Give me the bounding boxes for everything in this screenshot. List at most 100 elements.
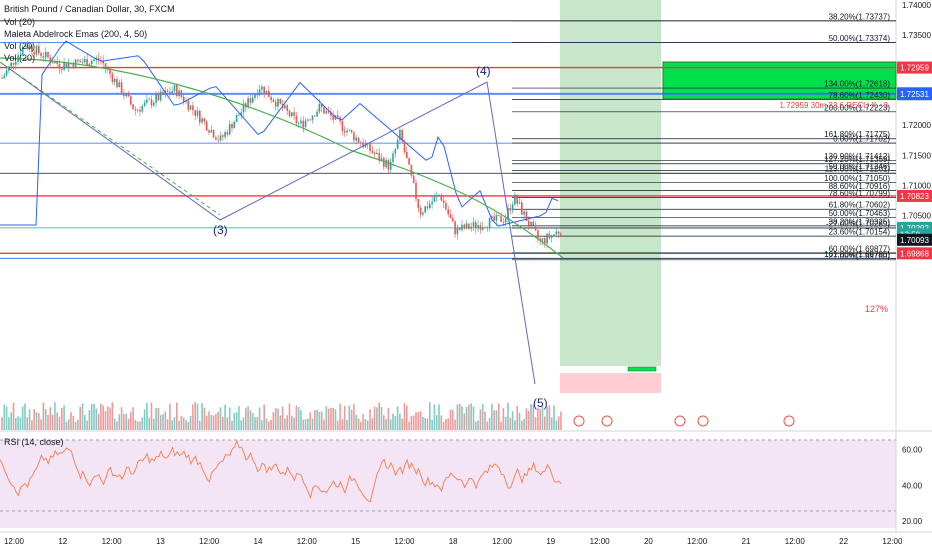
candle-body xyxy=(435,195,438,198)
volume-bar xyxy=(102,405,104,430)
candle-body xyxy=(491,216,493,218)
volume-bar xyxy=(164,411,167,430)
candle-body xyxy=(525,211,528,222)
rsi-line xyxy=(0,439,562,503)
candle-body xyxy=(553,234,555,236)
candle-body xyxy=(532,221,535,226)
candle-body xyxy=(304,120,307,128)
candle-body xyxy=(272,99,275,102)
symbol-title: British Pound / Canadian Dollar, 30, FXC… xyxy=(4,4,175,14)
candle-body xyxy=(194,110,196,116)
volume-bar xyxy=(199,420,201,430)
volume-bar xyxy=(401,418,403,430)
elliott-wave-path xyxy=(0,61,536,385)
volume-bar xyxy=(279,415,282,430)
candle-body xyxy=(371,150,374,153)
candle-body xyxy=(493,216,495,221)
volume-bar xyxy=(201,403,203,430)
candle-body xyxy=(81,62,84,63)
volume-bar xyxy=(537,407,539,430)
volume-bar xyxy=(166,419,169,430)
candle-body xyxy=(155,94,157,103)
candle-body xyxy=(355,137,357,141)
candle-body xyxy=(5,70,8,76)
volume-bar xyxy=(33,409,35,430)
rsi-axis-label: 60.00 xyxy=(902,445,923,454)
volume-bar xyxy=(171,420,173,430)
volume-bar xyxy=(100,403,102,430)
candle-body xyxy=(1,78,3,79)
volume-bar xyxy=(178,420,180,430)
volume-bar xyxy=(491,403,493,430)
candle-body xyxy=(456,227,459,235)
volume-bar xyxy=(281,406,284,430)
volume-bar xyxy=(470,403,472,430)
fib-label: 200.00%(1.72223) xyxy=(824,103,890,112)
volume-bar xyxy=(530,404,532,430)
candle-body xyxy=(399,129,401,140)
volume-bar xyxy=(302,419,305,430)
candle-body xyxy=(502,222,505,223)
volume-bar xyxy=(348,405,351,430)
volume-bar xyxy=(74,421,77,430)
price-axis-label: 1.71500 xyxy=(902,151,931,160)
indicator-vol[interactable]: Vol (20) xyxy=(4,17,36,27)
time-axis-label: 22 xyxy=(839,537,848,546)
volume-bar xyxy=(111,402,114,430)
fib-label: -27.00%(1.69760) xyxy=(826,251,890,260)
indicator-ema[interactable]: Maleta Abdelrock Emas (200, 4, 50) xyxy=(4,29,148,39)
indicator-vol-3[interactable]: Vol (20) xyxy=(4,53,36,63)
volume-bar xyxy=(454,419,456,430)
price-axis-label: 1.71000 xyxy=(902,181,931,190)
fib-label: 38.20%(1.73737) xyxy=(829,12,891,21)
volume-bar xyxy=(205,415,208,430)
candle-body xyxy=(410,164,413,176)
volume-bar xyxy=(461,406,463,430)
volume-bar xyxy=(334,409,337,430)
time-axis-label: 12:00 xyxy=(199,537,220,546)
volume-bar xyxy=(70,412,72,430)
volume-bar xyxy=(311,418,314,430)
candle-body xyxy=(412,175,415,183)
candle-body xyxy=(40,53,42,57)
fib-label: 130.90%(1.71412) xyxy=(824,152,890,161)
volume-bar xyxy=(162,414,164,430)
volume-bar xyxy=(417,412,420,430)
volume-bar xyxy=(1,417,3,430)
candle-body xyxy=(369,143,371,151)
volume-bar xyxy=(433,404,436,430)
volume-bar xyxy=(251,413,254,430)
fib-label: 78.60%(1.72430) xyxy=(829,91,891,100)
fib-label: 113.00%(1.71201) xyxy=(825,165,891,174)
volume-bar xyxy=(61,408,63,430)
candle-body xyxy=(178,90,180,97)
indicator-vol-2[interactable]: Vol (20) xyxy=(4,41,36,51)
price-tag-label: 1.70093 xyxy=(900,236,929,245)
candle-body xyxy=(504,218,507,223)
candle-body xyxy=(199,110,201,123)
rsi-legend[interactable]: RSI (14, close) xyxy=(4,437,64,447)
candle-body xyxy=(19,54,22,56)
candle-body xyxy=(527,221,530,226)
candle-body xyxy=(408,158,410,165)
candle-body xyxy=(176,85,178,97)
volume-bar xyxy=(235,412,238,430)
candle-body xyxy=(475,222,477,229)
volume-bar xyxy=(270,419,272,430)
candle-body xyxy=(263,86,265,95)
candle-body xyxy=(332,115,334,120)
candle-body xyxy=(166,90,169,92)
candle-body xyxy=(380,158,383,161)
candle-body xyxy=(15,61,17,65)
volume-bar xyxy=(394,416,397,430)
candle-body xyxy=(123,94,125,97)
volume-bar xyxy=(210,414,213,430)
volume-bar xyxy=(371,418,374,430)
candle-body xyxy=(353,132,355,141)
fib-label: 78.60%(1.70799) xyxy=(829,189,891,198)
volume-bar xyxy=(157,407,160,430)
volume-bar xyxy=(187,421,190,430)
volume-bar xyxy=(546,406,548,430)
candle-body xyxy=(77,59,79,62)
